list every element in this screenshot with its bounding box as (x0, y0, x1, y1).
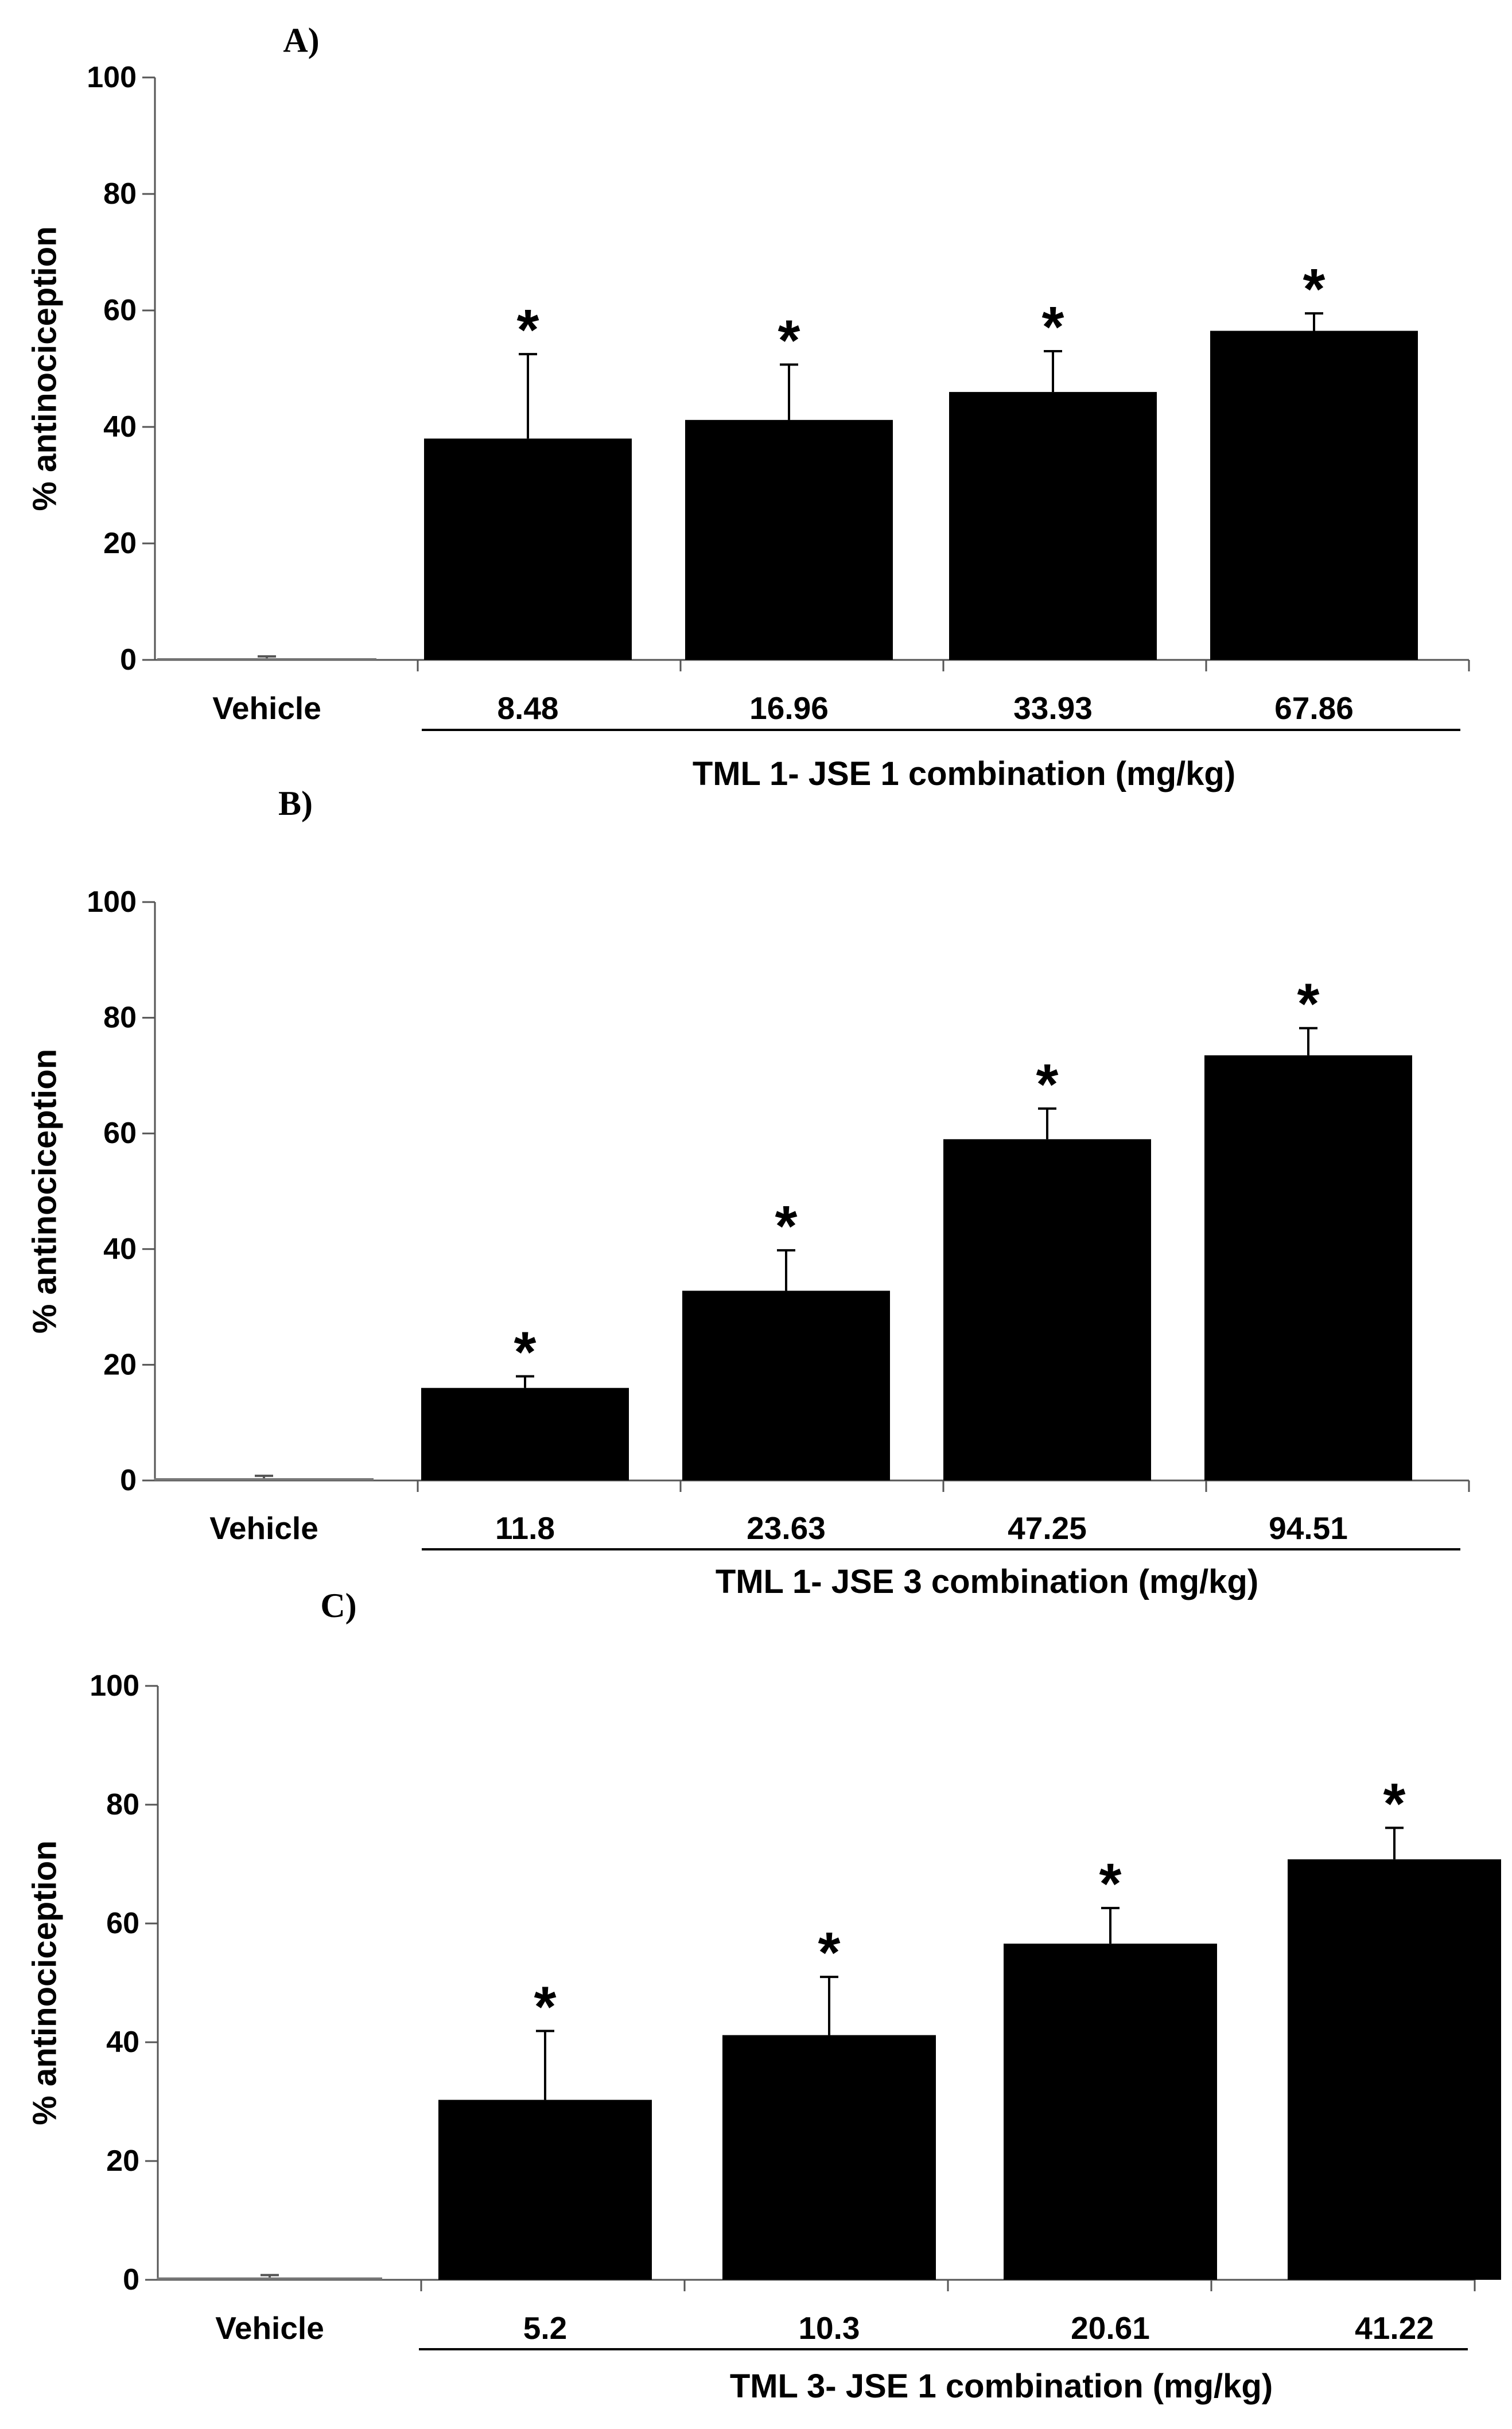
x-category-label: 20.61 (1071, 2310, 1150, 2346)
panel-title: B) (278, 784, 313, 822)
significance-star: * (514, 1320, 537, 1385)
panel-title: C) (320, 1587, 356, 1624)
y-tick-label: 80 (103, 177, 137, 211)
significance-star: * (1383, 1771, 1406, 1836)
y-tick-label: 40 (103, 410, 137, 444)
y-tick-label: 40 (103, 1233, 137, 1266)
bar (943, 1139, 1151, 1480)
bar (1288, 1859, 1501, 2280)
y-tick-label: 0 (120, 1464, 137, 1497)
bar (421, 1388, 629, 1480)
x-category-label: 33.93 (1013, 690, 1093, 726)
chart-panel-c: C) % antinociception 0 20 40 60 80 100 Vehicle * 5… (26, 1587, 1501, 2405)
chart-panel-b: B) % antinociception 0 20 40 60 80 100 Vehicle * 1… (26, 784, 1470, 1600)
significance-star: * (534, 1975, 557, 2039)
bar (1210, 331, 1418, 660)
bar (157, 2277, 382, 2280)
bar (157, 658, 376, 660)
bar (685, 419, 893, 660)
x-category-label: 47.25 (1008, 1510, 1087, 1546)
bar (154, 1478, 374, 1480)
significance-star: * (1042, 295, 1064, 359)
y-axis-label: % antinociception (26, 226, 64, 511)
bar (722, 2035, 936, 2280)
x-category-label: Vehicle (209, 1510, 318, 1546)
x-category-label: 67.86 (1274, 690, 1354, 726)
y-tick-label: 80 (103, 1001, 137, 1035)
x-category-label: 5.2 (523, 2310, 567, 2346)
y-tick-label: 20 (106, 2144, 139, 2178)
x-category-label: 10.3 (798, 2310, 860, 2346)
bar (1004, 1944, 1217, 2280)
y-tick-label: 20 (103, 527, 137, 560)
bar (438, 2100, 652, 2280)
y-tick-label: 40 (106, 2026, 139, 2059)
x-category-label: Vehicle (212, 690, 321, 726)
group-label: TML 1- JSE 1 combination (mg/kg) (693, 755, 1235, 792)
group-label: TML 3- JSE 1 combination (mg/kg) (730, 2368, 1273, 2405)
significance-star: * (818, 1921, 841, 1985)
y-axis-label: % antinociception (26, 1840, 64, 2125)
x-category-label: 94.51 (1269, 1510, 1348, 1546)
x-category-label: 8.48 (497, 690, 558, 726)
group-label: TML 1- JSE 3 combination (mg/kg) (716, 1563, 1258, 1600)
significance-star: * (1303, 257, 1326, 321)
y-tick-label: 20 (103, 1348, 137, 1381)
y-tick-label: 60 (103, 1117, 137, 1150)
y-tick-label: 60 (106, 1907, 139, 1940)
significance-star: * (1099, 1852, 1122, 1916)
bar (949, 392, 1157, 660)
panel-title: A) (283, 21, 319, 59)
bar (1204, 1055, 1412, 1480)
bar (424, 438, 632, 660)
y-tick-label: 0 (120, 643, 137, 677)
y-tick-label: 100 (87, 885, 137, 919)
x-category-label: 16.96 (749, 690, 829, 726)
significance-star: * (1297, 972, 1320, 1036)
x-category-label: 23.63 (747, 1510, 826, 1546)
x-category-label: 11.8 (495, 1510, 555, 1546)
significance-star: * (778, 308, 800, 372)
x-category-label: Vehicle (215, 2310, 324, 2346)
y-tick-label: 0 (123, 2263, 139, 2296)
y-tick-label: 80 (106, 1788, 139, 1821)
x-category-label: 41.22 (1355, 2310, 1434, 2346)
chart-panel-a: A) % antinociception 0 20 40 60 80 100 Vehicle * 8… (26, 21, 1470, 792)
significance-star: * (517, 298, 539, 362)
bar (682, 1291, 890, 1480)
y-axis-label: % antinociception (26, 1049, 64, 1334)
significance-star: * (775, 1194, 798, 1258)
y-tick-label: 60 (103, 294, 137, 327)
y-tick-label: 100 (87, 61, 137, 94)
y-tick-label: 100 (90, 1669, 139, 1703)
significance-star: * (1036, 1052, 1059, 1117)
